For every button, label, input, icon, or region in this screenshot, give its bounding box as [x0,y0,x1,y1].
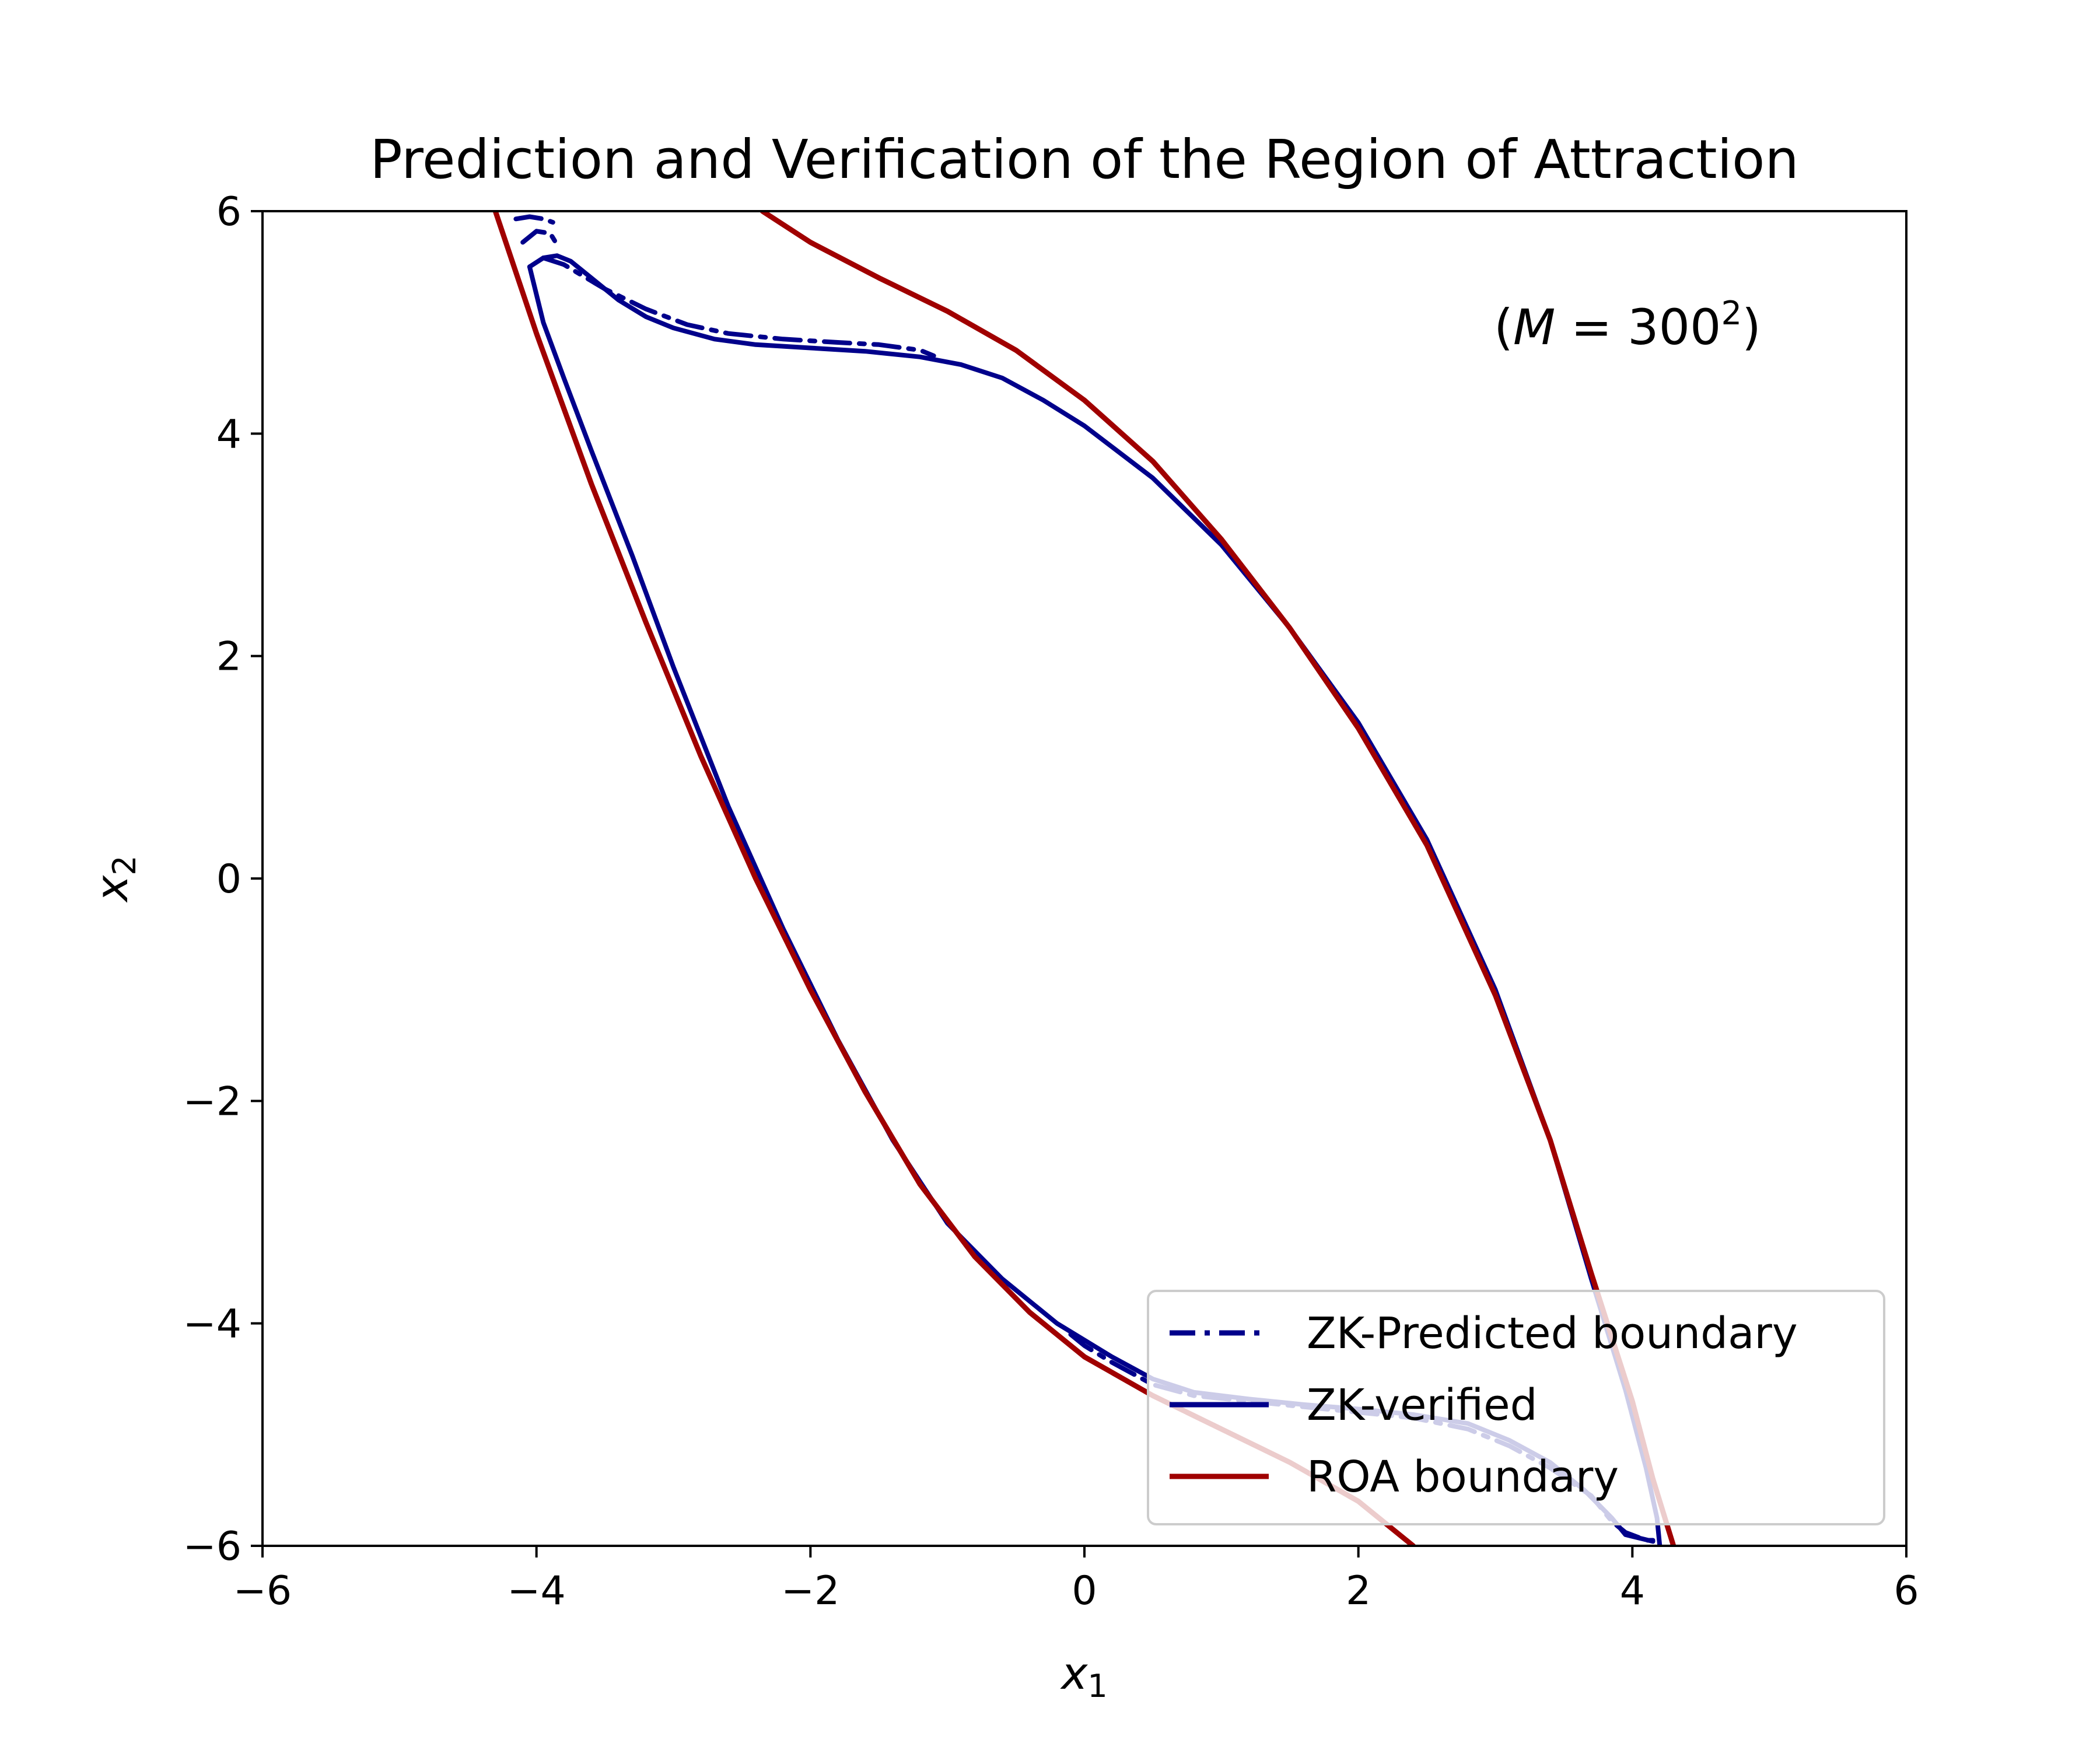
annotation-equals: = 300 [1555,299,1721,356]
x-axis-label-subscript: 1 [1087,1668,1107,1704]
annotation-exponent: 2 [1721,295,1742,332]
x-axis-label: x1 [1060,1647,1107,1704]
y-tick-label: −2 [183,1079,242,1125]
annotation-symbol: M [1513,299,1555,356]
y-axis-label-subscript: 2 [106,855,143,875]
y-tick-label: 4 [216,411,242,457]
legend-label-zk-predicted: ZK-Predicted boundary [1307,1308,1798,1359]
chart-title: Prediction and Verification of the Regio… [370,128,1799,191]
y-tick-label: 6 [216,189,242,235]
annotation-open: ( [1494,299,1513,356]
x-tick-label: 4 [1620,1568,1645,1614]
legend-label-zk-verified: ZK-verified [1307,1380,1538,1430]
x-tick-label: 6 [1894,1568,1919,1614]
y-axis-label: x2 [86,855,143,902]
y-tick-label: −4 [183,1301,242,1348]
x-tick-label: −2 [781,1568,839,1614]
y-tick-label: −6 [183,1524,242,1570]
y-axis-ticks: −6 −4 −2 0 2 4 6 [183,189,262,1570]
x-axis-ticks: −6 −4 −2 0 2 4 6 [233,1546,1919,1614]
x-tick-label: −6 [233,1568,292,1614]
series-1-line-segment-2 [520,229,559,247]
annotation-close: ) [1742,299,1761,356]
legend: ZK-Predicted boundary ZK-verified ROA bo… [1147,1290,1885,1525]
x-axis-label-base: x [1060,1647,1088,1699]
series-1-line-segment-3 [513,214,555,225]
x-tick-label: −4 [508,1568,566,1614]
y-tick-label: 2 [216,634,242,680]
y-tick-label: 0 [216,856,242,902]
y-axis-label-base: x [86,875,138,903]
x-tick-label: 0 [1072,1568,1097,1614]
legend-box [1147,1290,1885,1525]
x-tick-label: 2 [1346,1568,1371,1614]
legend-label-roa-boundary: ROA boundary [1307,1452,1619,1502]
sample-size-annotation: (M = 3002) [1494,295,1761,356]
